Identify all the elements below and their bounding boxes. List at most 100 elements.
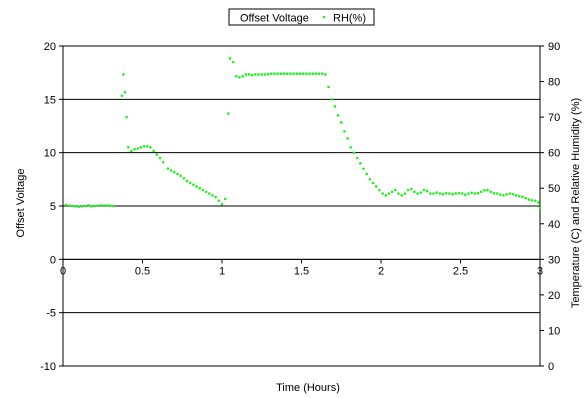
data-point	[192, 183, 195, 186]
data-point	[112, 204, 116, 208]
axes	[59, 45, 544, 367]
data-point	[359, 162, 362, 165]
data-point	[346, 137, 349, 140]
data-point	[438, 192, 442, 195]
data-point	[451, 192, 454, 196]
data-point	[476, 191, 480, 195]
data-point	[204, 190, 208, 194]
data-point	[454, 192, 458, 195]
y-right-tick-label: 80	[548, 77, 560, 89]
data-point	[106, 203, 109, 207]
data-point	[217, 199, 221, 202]
data-point	[505, 192, 508, 196]
data-point	[87, 203, 90, 207]
data-point	[333, 105, 337, 108]
data-point	[123, 90, 127, 94]
data-point	[489, 190, 493, 194]
data-point	[384, 194, 388, 197]
data-point	[77, 205, 81, 209]
data-point	[371, 181, 375, 185]
x-tick-label: 1	[219, 265, 225, 277]
data-point	[349, 146, 353, 149]
data-point	[152, 149, 155, 153]
data-point	[109, 204, 112, 207]
legend-entry-rh: RH(%)	[333, 13, 366, 25]
data-point	[71, 204, 74, 208]
data-point	[463, 193, 467, 196]
data-point	[403, 192, 407, 195]
y-left-tick-label: -5	[46, 308, 56, 320]
data-point	[518, 194, 521, 198]
y-left-tick-label: 10	[44, 148, 56, 160]
data-point	[93, 204, 97, 208]
data-point	[158, 156, 162, 160]
data-point	[394, 188, 397, 192]
data-point	[524, 196, 527, 200]
data-point	[64, 203, 68, 207]
y-left-tick-label: -10	[40, 361, 56, 373]
data-point	[279, 72, 283, 76]
data-point	[289, 72, 292, 76]
data-point	[211, 194, 214, 197]
data-point	[538, 206, 542, 210]
data-point	[330, 98, 334, 101]
y-right-tick-label: 0	[548, 361, 554, 373]
data-point	[126, 146, 130, 149]
data-point	[103, 204, 106, 207]
data-point	[400, 194, 403, 197]
data-point	[413, 190, 416, 194]
data-point	[304, 72, 308, 76]
x-tick-label: 2.5	[453, 265, 468, 277]
data-point	[176, 172, 179, 176]
data-point	[195, 185, 198, 188]
data-point	[397, 192, 400, 195]
data-point	[214, 195, 217, 199]
data-point	[336, 114, 340, 117]
y-left-tick-labels: -10 -5 0 5 10 15 20	[40, 41, 56, 373]
data-point	[96, 204, 100, 207]
data-point	[166, 167, 170, 170]
data-point	[343, 130, 346, 133]
y-right-tick-label: 20	[548, 290, 560, 302]
data-point	[273, 72, 276, 76]
data-point	[263, 73, 267, 76]
data-point	[362, 167, 365, 170]
data-point	[254, 73, 257, 76]
data-point	[365, 172, 368, 176]
data-point	[182, 176, 186, 180]
data-point	[514, 194, 518, 197]
data-point	[198, 186, 202, 190]
data-point	[387, 192, 391, 195]
data-point	[314, 72, 318, 76]
data-point	[416, 192, 419, 195]
data-point	[149, 146, 152, 149]
data-point	[473, 192, 477, 195]
data-point	[269, 72, 273, 76]
data-point	[68, 204, 71, 207]
data-point	[355, 156, 359, 160]
data-point	[282, 72, 286, 76]
data-point	[511, 192, 515, 196]
data-point	[235, 74, 238, 78]
data-point	[125, 115, 128, 119]
y-left-tick-label: 15	[44, 94, 56, 106]
data-point	[136, 147, 140, 150]
legend-marker-rh	[322, 15, 326, 19]
x-tick-label: 1.5	[294, 265, 309, 277]
data-point	[173, 170, 176, 174]
data-point	[298, 72, 302, 76]
data-point	[145, 144, 149, 148]
data-point	[378, 188, 381, 192]
data-point	[486, 188, 489, 192]
data-point	[368, 178, 372, 181]
data-point	[374, 185, 378, 188]
x-tick-label: 0.5	[135, 265, 150, 277]
data-point	[250, 73, 254, 77]
data-point	[122, 73, 125, 76]
data-point	[530, 199, 534, 202]
data-point	[492, 191, 496, 195]
y-right-tick-label: 10	[548, 325, 560, 337]
data-point	[227, 112, 230, 115]
data-point	[406, 188, 410, 192]
